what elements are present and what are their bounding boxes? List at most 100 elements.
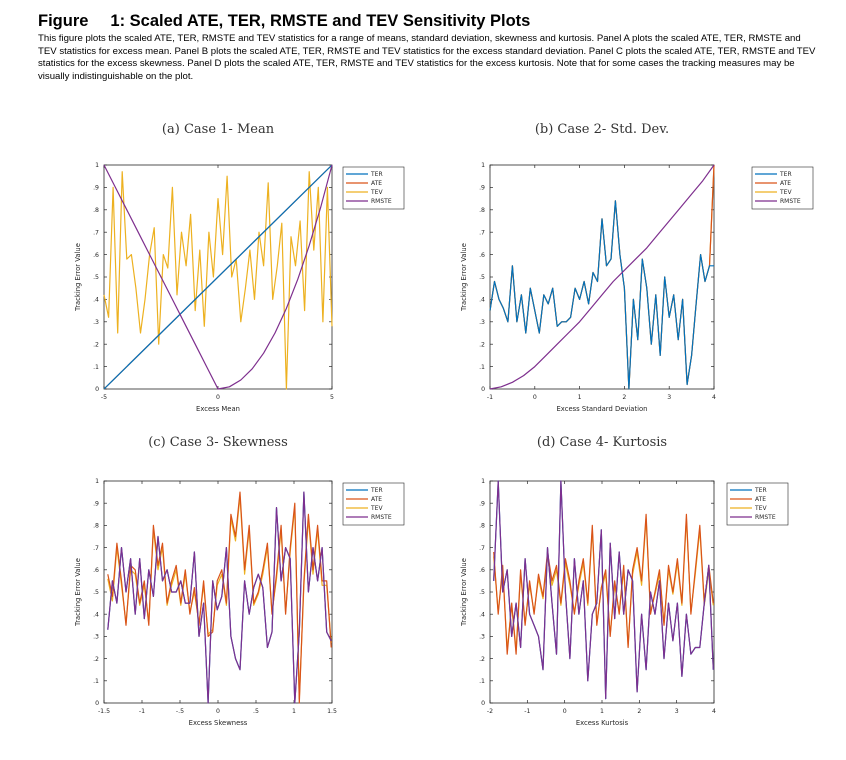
series-line-ter [103, 164, 333, 390]
chart-panel-2: (b) Case 2- Std. Dev. 0 .1 .2 .3 .4 .5 .6 .7 .8 .9… [460, 122, 814, 413]
chart-panel-3: (c) Case 3- Skewness 0 .1 .2 .3 .4 .5 .6 .7 .8 .9 1… [74, 435, 405, 727]
x-tick-label: 1 [578, 394, 582, 401]
y-axis-label: Tracking Error Value [460, 243, 468, 312]
x-axis-label: Excess Skewness [189, 719, 248, 727]
y-tick-label: .9 [479, 500, 485, 507]
y-tick-label: .2 [93, 341, 99, 348]
x-tick-label: 1.5 [327, 708, 337, 715]
x-tick-label: 0 [563, 708, 567, 715]
y-tick-label: .8 [93, 207, 99, 214]
y-tick-label: .4 [93, 611, 99, 618]
y-tick-label: .6 [479, 567, 485, 574]
x-tick-label: 1 [292, 708, 296, 715]
x-tick-label: 2 [622, 394, 626, 401]
legend-label-tev: TEV [370, 189, 383, 196]
series-line-rmste [107, 491, 332, 704]
y-tick-label: .8 [479, 207, 485, 214]
x-tick-label: 4 [712, 394, 716, 401]
y-tick-label: .8 [93, 523, 99, 530]
x-axis-label: Excess Mean [196, 405, 240, 413]
y-tick-label: .7 [93, 545, 99, 552]
y-tick-label: 0 [95, 386, 99, 393]
y-tick-label: .1 [93, 364, 99, 371]
figure-title: Figure 1: Scaled ATE, TER, RMSTE and TEV … [38, 12, 818, 31]
series-line-rmste [489, 164, 715, 390]
series-line-ate [107, 491, 332, 704]
x-axis-label: Excess Standard Deviation [557, 405, 648, 413]
x-tick-label: -2 [487, 708, 493, 715]
figure-title-text: 1: Scaled ATE, TER, RMSTE and TEV Sensit… [110, 12, 531, 30]
chart-title: (b) Case 2- Std. Dev. [535, 122, 669, 137]
y-tick-label: .7 [479, 545, 485, 552]
x-tick-label: 5 [330, 394, 334, 401]
legend: TER ATE TEV RMSTE [726, 482, 789, 526]
plot-area [489, 164, 715, 390]
legend-label-ate: ATE [371, 496, 382, 503]
y-tick-label: .4 [93, 297, 99, 304]
y-tick-label: .9 [93, 185, 99, 192]
y-tick-label: .3 [479, 319, 485, 326]
y-tick-label: .5 [479, 589, 485, 596]
legend: TER ATE TEV RMSTE [342, 482, 405, 526]
chart-panel-4: (d) Case 4- Kurtosis 0 .1 .2 .3 .4 .5 .6 .7 .8 .9 1… [460, 435, 789, 727]
y-axis-label: Tracking Error Value [74, 558, 82, 627]
legend-box [726, 482, 789, 526]
figure-caption: Figure 1: Scaled ATE, TER, RMSTE and TEV … [38, 12, 818, 83]
legend-label-ter: TER [779, 171, 792, 178]
legend-label-tev: TEV [754, 505, 767, 512]
chart-title: (c) Case 3- Skewness [148, 435, 288, 450]
x-tick-label: 4 [712, 708, 716, 715]
y-tick-label: .2 [479, 656, 485, 663]
x-tick-label: 0 [216, 708, 220, 715]
x-tick-label: -1 [487, 394, 493, 401]
chart-title: (d) Case 4- Kurtosis [537, 435, 667, 450]
y-tick-label: .3 [93, 634, 99, 641]
y-axis-label: Tracking Error Value [460, 558, 468, 627]
legend-label-ate: ATE [780, 180, 791, 187]
legend: TER ATE TEV RMSTE [342, 166, 405, 210]
legend-label-rmste: RMSTE [755, 514, 776, 521]
y-tick-label: 1 [481, 162, 485, 169]
y-tick-label: .1 [479, 364, 485, 371]
y-tick-label: .5 [93, 589, 99, 596]
legend-label-tev: TEV [370, 505, 383, 512]
y-axis-label: Tracking Error Value [74, 243, 82, 312]
x-tick-label: -1 [139, 708, 145, 715]
x-tick-label: -1 [524, 708, 530, 715]
y-tick-label: .5 [93, 274, 99, 281]
x-tick-label: 0 [533, 394, 537, 401]
legend-label-rmste: RMSTE [371, 514, 392, 521]
x-tick-label: 2 [637, 708, 641, 715]
legend-label-ate: ATE [755, 496, 766, 503]
y-tick-label: .3 [93, 319, 99, 326]
legend-label-ate: ATE [371, 180, 382, 187]
y-tick-label: 0 [481, 386, 485, 393]
y-tick-label: .4 [479, 297, 485, 304]
y-tick-label: 0 [481, 700, 485, 707]
y-tick-label: 1 [95, 478, 99, 485]
x-axis-label: Excess Kurtosis [576, 719, 629, 727]
chart-title: (a) Case 1- Mean [162, 122, 275, 137]
y-tick-label: .5 [479, 274, 485, 281]
y-tick-label: 0 [95, 700, 99, 707]
figure-label: Figure [38, 12, 89, 30]
x-tick-label: -5 [101, 394, 107, 401]
x-tick-label: .5 [253, 708, 259, 715]
y-tick-label: .9 [479, 185, 485, 192]
x-tick-label: 0 [216, 394, 220, 401]
series-line-ate [493, 513, 714, 655]
y-tick-label: .6 [93, 252, 99, 259]
legend-label-rmste: RMSTE [780, 198, 801, 205]
y-tick-label: .4 [479, 611, 485, 618]
series-line-tev [103, 171, 333, 390]
x-tick-label: 3 [675, 708, 679, 715]
x-tick-label: 3 [667, 394, 671, 401]
legend-label-tev: TEV [779, 189, 792, 196]
y-tick-label: .7 [93, 229, 99, 236]
y-tick-label: .2 [93, 656, 99, 663]
y-tick-label: .6 [479, 252, 485, 259]
y-tick-label: 1 [95, 162, 99, 169]
legend-label-ter: TER [370, 171, 383, 178]
